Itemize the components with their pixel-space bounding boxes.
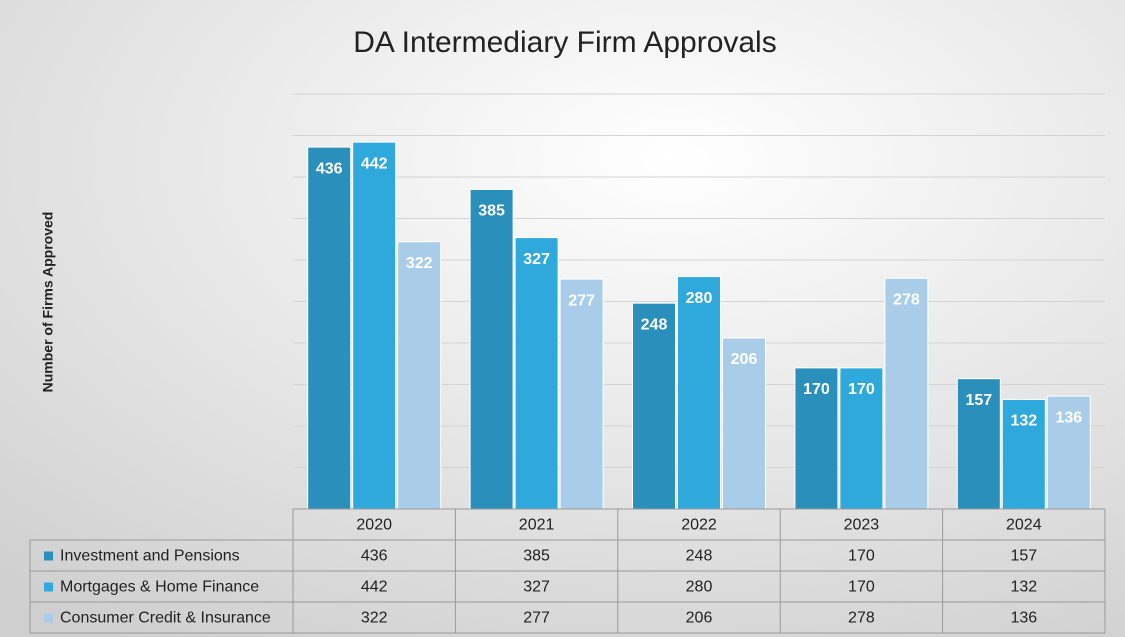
- bar: [307, 146, 352, 510]
- table-value: 442: [361, 579, 388, 596]
- data-label: 132: [1010, 413, 1037, 430]
- data-label: 206: [731, 351, 758, 368]
- chart-title: DA Intermediary Firm Approvals: [353, 26, 776, 59]
- x-tick-label: 2022: [681, 517, 717, 534]
- table-value: 436: [361, 548, 388, 565]
- legend-label: Consumer Credit & Insurance: [60, 610, 271, 627]
- table-value: 278: [848, 610, 875, 627]
- bar: [469, 188, 514, 510]
- table-value: 248: [686, 548, 713, 565]
- table-value: 322: [361, 610, 388, 627]
- data-label: 136: [1055, 409, 1082, 426]
- table-value: 170: [848, 579, 875, 596]
- bar: [956, 378, 1001, 510]
- data-label: 170: [848, 381, 875, 398]
- data-label: 278: [893, 291, 920, 308]
- table-value: 277: [523, 610, 550, 627]
- x-tick-label: 2020: [356, 517, 392, 534]
- data-label: 170: [803, 381, 830, 398]
- x-tick-label: 2021: [519, 517, 555, 534]
- legend-swatch: [44, 613, 53, 623]
- table-value: 132: [1010, 579, 1037, 596]
- table-value: 157: [1010, 548, 1037, 565]
- bar: [677, 276, 721, 510]
- legend-swatch: [44, 551, 53, 561]
- data-label: 277: [568, 292, 595, 309]
- table-value: 206: [686, 610, 713, 627]
- legend-label: Mortgages & Home Finance: [60, 579, 259, 596]
- data-label: 327: [523, 251, 550, 268]
- bar: [514, 237, 559, 510]
- bar: [397, 241, 442, 510]
- table-value: 136: [1010, 610, 1037, 627]
- x-tick-label: 2024: [1006, 517, 1042, 534]
- bar: [352, 141, 397, 510]
- table-value: 280: [686, 579, 713, 596]
- legend-swatch: [44, 582, 53, 592]
- data-label: 385: [478, 203, 505, 220]
- bar: [839, 367, 884, 510]
- x-tick-label: 2023: [844, 517, 880, 534]
- table-value: 327: [523, 579, 550, 596]
- bar: [884, 277, 929, 510]
- bar: [1046, 395, 1091, 510]
- bar: [1001, 398, 1046, 510]
- data-label: 280: [686, 290, 713, 307]
- data-label: 322: [406, 255, 433, 272]
- bar: [559, 278, 604, 510]
- bar: [722, 337, 766, 510]
- bar: [632, 302, 676, 510]
- data-label: 442: [361, 155, 388, 172]
- data-label: 436: [316, 160, 343, 177]
- y-axis-label: Number of Firms Approved: [40, 212, 56, 393]
- bar: [794, 367, 839, 510]
- data-label: 248: [641, 316, 668, 333]
- table-value: 385: [523, 548, 550, 565]
- table-value: 170: [848, 548, 875, 565]
- legend-label: Investment and Pensions: [60, 548, 240, 565]
- data-label: 157: [965, 392, 992, 409]
